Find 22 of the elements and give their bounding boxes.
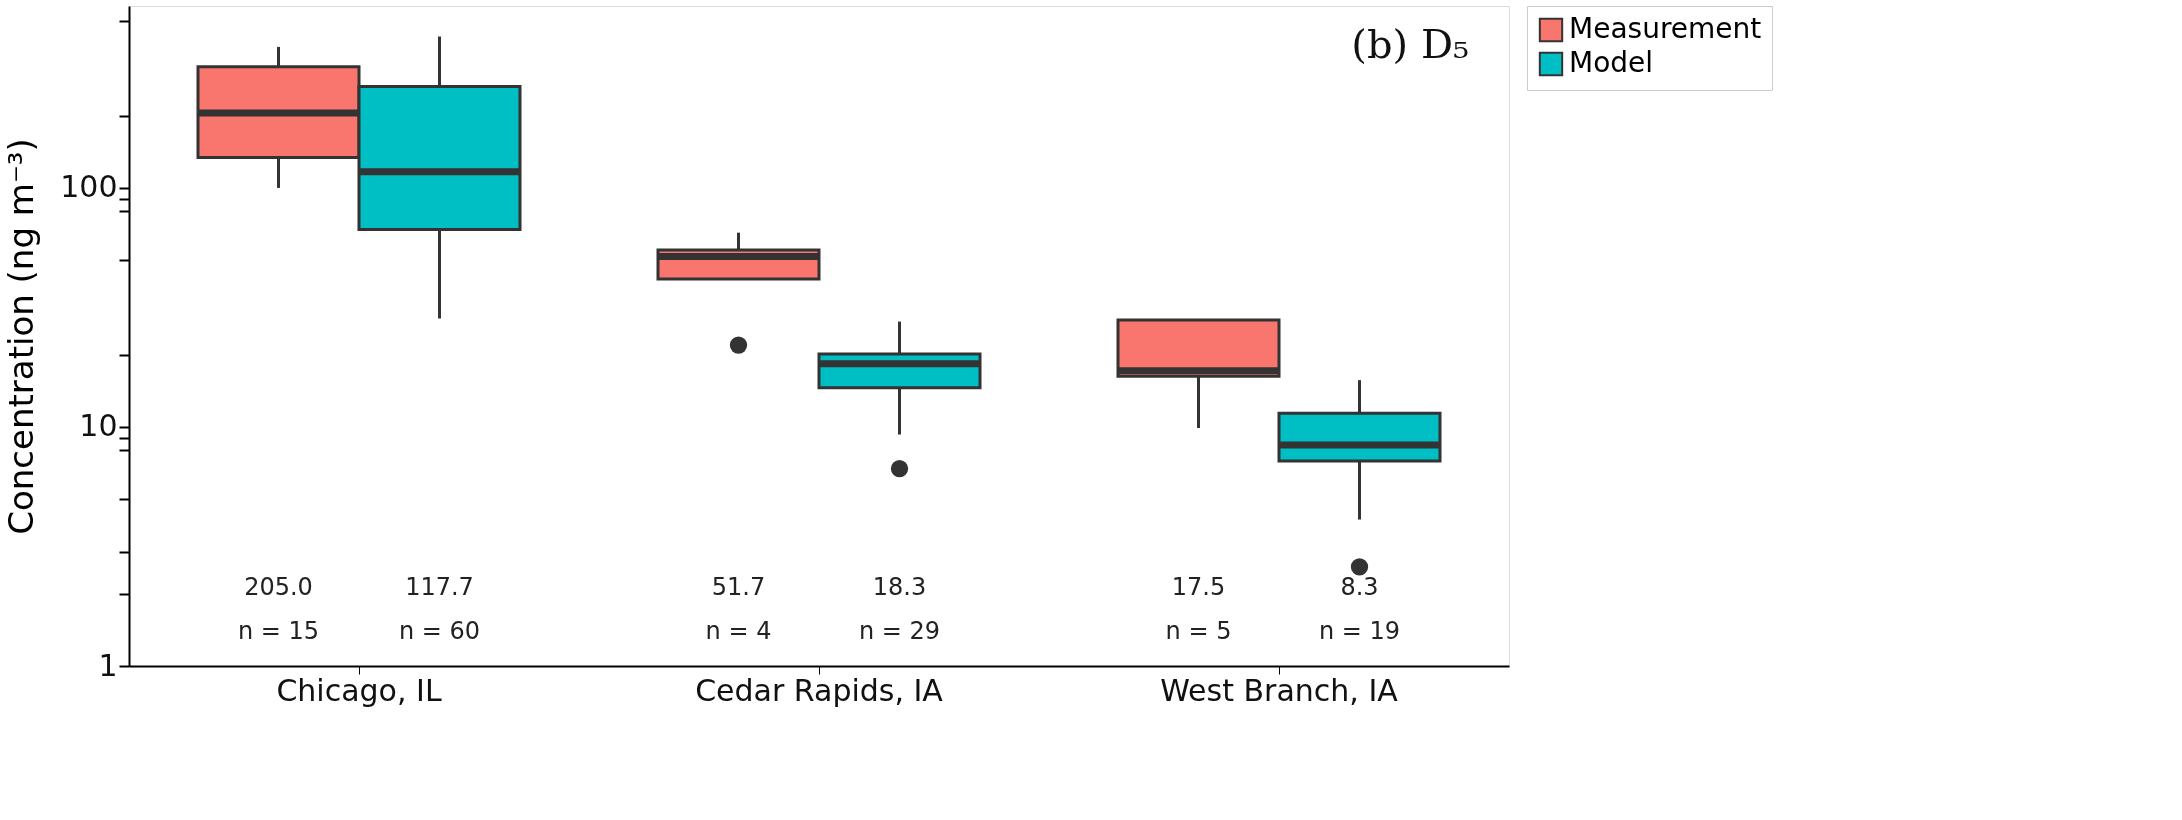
- annotation: 17.5: [1171, 573, 1226, 601]
- annotation: n = 5: [1165, 617, 1232, 645]
- annotation: 18.3: [872, 573, 927, 601]
- x-tick-label: Chicago, IL: [276, 672, 442, 708]
- annotation: n = 29: [858, 617, 941, 645]
- chart-title: (b) D₅: [1351, 21, 1469, 67]
- annotation: n = 4: [705, 617, 772, 645]
- y-tick-label: 1: [98, 647, 118, 683]
- annotation: 8.3: [1340, 573, 1379, 601]
- annotation: n = 60: [398, 617, 481, 645]
- y-tick-label: 10: [79, 408, 118, 444]
- x-tick-label: Cedar Rapids, IA: [695, 672, 944, 708]
- y-axis-title: Concentration (ng m⁻³): [1, 138, 42, 535]
- x-tick-label: West Branch, IA: [1160, 672, 1399, 708]
- annotation: 205.0: [244, 573, 313, 601]
- annotation: 51.7: [711, 573, 766, 601]
- annotation: n = 15: [237, 617, 320, 645]
- legend-label: Model: [1569, 46, 1654, 79]
- legend-label: Measurement: [1569, 12, 1762, 45]
- y-tick-label: 100: [60, 169, 118, 205]
- annotation: 117.7: [405, 573, 474, 601]
- annotation: n = 19: [1318, 617, 1401, 645]
